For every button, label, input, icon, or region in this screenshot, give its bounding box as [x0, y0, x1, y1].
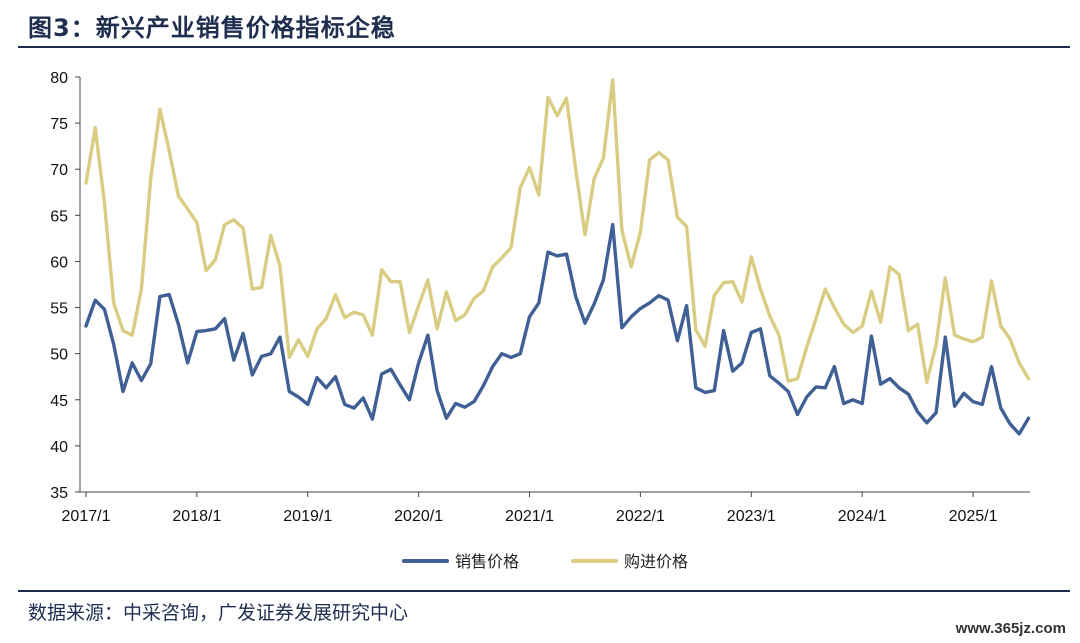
y-tick-label: 50: [50, 347, 68, 364]
y-tick-label: 40: [50, 439, 68, 456]
series-line-sales-price: [84, 222, 1031, 436]
x-tick-label: 2020/1: [394, 508, 443, 525]
line-chart: 35 40 45 50 55 60 65 70 75 80 2017/1 2018/1 2019/1 20…: [50, 70, 1031, 571]
series-layer: [84, 78, 1031, 436]
legend-label: 销售价格: [455, 552, 519, 571]
chart-legend: 销售价格 购进价格: [402, 552, 688, 571]
x-tick-label: 2019/1: [283, 508, 332, 525]
x-tick-label: 2017/1: [62, 508, 111, 525]
y-tick-label: 35: [50, 485, 68, 502]
chart-axes: 35 40 45 50 55 60 65 70 75 80 2017/1 2018/1 2019/1 20…: [50, 70, 1030, 525]
x-tick-label: 2023/1: [727, 508, 776, 525]
x-tick-label: 2018/1: [172, 508, 221, 525]
series-line-purchase-price: [84, 78, 1031, 384]
x-tick-label: 2025/1: [949, 508, 998, 525]
chart-title: 图3：新兴产业销售价格指标企稳: [28, 14, 396, 42]
source-rule: [18, 590, 1070, 592]
y-tick-label: 65: [50, 208, 68, 225]
y-tick-label: 60: [50, 254, 68, 271]
y-tick-label: 75: [50, 116, 68, 133]
source-note: 数据来源：中采咨询，广发证券发展研究中心: [28, 602, 409, 624]
y-tick-label: 80: [50, 70, 68, 87]
y-tick-label: 55: [50, 301, 68, 318]
x-tick-label: 2021/1: [505, 508, 554, 525]
title-rule: [18, 46, 1070, 48]
watermark: www.365jz.com: [955, 620, 1066, 637]
y-tick-label: 45: [50, 393, 68, 410]
y-tick-label: 70: [50, 162, 68, 179]
legend-label: 购进价格: [624, 552, 688, 571]
x-tick-label: 2022/1: [616, 508, 665, 525]
x-tick-label: 2024/1: [838, 508, 887, 525]
